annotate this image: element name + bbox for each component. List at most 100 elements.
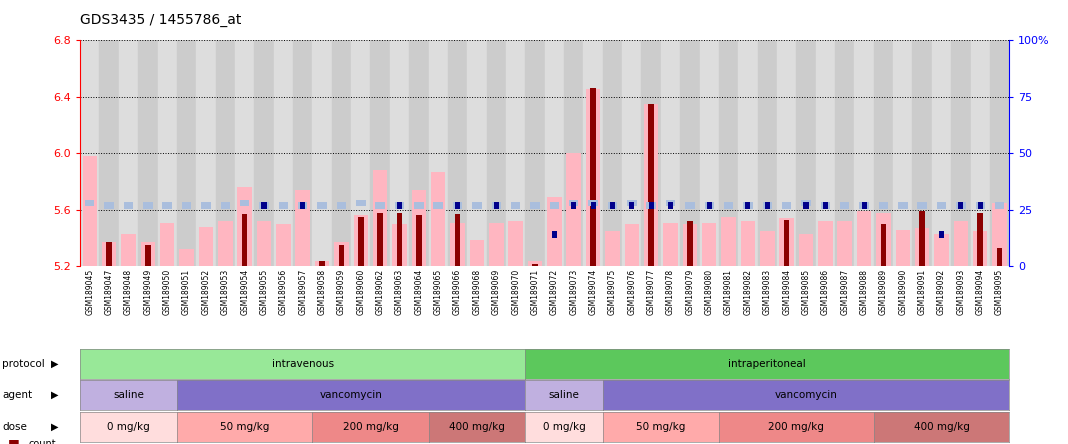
Bar (743, 202, 753, 209)
Bar (141, 242, 155, 266)
Bar (757, 40, 776, 266)
Bar (157, 40, 177, 266)
Bar (610, 202, 615, 209)
Text: 0 mg/kg: 0 mg/kg (107, 422, 150, 432)
Bar (958, 202, 963, 209)
Bar (124, 202, 134, 209)
Bar (665, 200, 675, 206)
Bar (411, 190, 426, 266)
Bar (862, 202, 866, 209)
Bar (646, 202, 656, 209)
Text: 400 mg/kg: 400 mg/kg (449, 422, 505, 432)
Bar (467, 40, 487, 266)
Bar (818, 221, 833, 266)
Bar (920, 211, 925, 266)
Bar (937, 202, 946, 209)
Bar (218, 221, 233, 266)
Bar (992, 203, 1007, 266)
Text: 200 mg/kg: 200 mg/kg (343, 422, 398, 432)
Bar (296, 190, 310, 266)
Text: saline: saline (113, 390, 144, 400)
Bar (939, 231, 944, 238)
Bar (707, 202, 711, 209)
Bar (453, 202, 462, 209)
Bar (531, 202, 539, 209)
Bar (491, 202, 501, 209)
Bar (881, 224, 886, 266)
Bar (279, 202, 288, 209)
Bar (782, 202, 791, 209)
Bar (583, 40, 602, 266)
Bar (995, 202, 1004, 209)
Bar (298, 202, 308, 209)
Bar (397, 202, 402, 209)
Bar (705, 202, 713, 209)
Bar (434, 202, 443, 209)
Bar (506, 40, 525, 266)
Text: 200 mg/kg: 200 mg/kg (768, 422, 824, 432)
Bar (199, 227, 214, 266)
Bar (373, 170, 388, 266)
Text: dose: dose (2, 422, 27, 432)
Bar (455, 214, 460, 266)
Bar (663, 222, 678, 266)
Bar (262, 202, 267, 209)
Bar (682, 224, 697, 266)
Bar (105, 202, 114, 209)
Bar (996, 248, 1003, 266)
Bar (841, 202, 849, 209)
Bar (893, 40, 912, 266)
Bar (101, 242, 116, 266)
Bar (627, 200, 637, 206)
Text: agent: agent (2, 390, 32, 400)
Bar (256, 221, 271, 266)
Bar (300, 202, 305, 209)
Bar (668, 202, 673, 209)
Bar (235, 40, 254, 266)
Bar (566, 153, 581, 266)
Text: vancomycin: vancomycin (319, 390, 382, 400)
Bar (648, 202, 654, 209)
Bar (912, 40, 931, 266)
Bar (336, 202, 346, 209)
Bar (122, 234, 136, 266)
Bar (784, 220, 789, 266)
Bar (428, 40, 447, 266)
Bar (143, 202, 153, 209)
Text: intraperitoneal: intraperitoneal (728, 359, 806, 369)
Bar (586, 90, 600, 266)
Bar (319, 261, 325, 266)
Bar (934, 234, 948, 266)
Bar (85, 200, 94, 206)
Bar (493, 202, 499, 209)
Bar (608, 202, 617, 209)
Bar (977, 213, 983, 266)
Bar (552, 231, 556, 238)
Bar (392, 224, 407, 266)
Bar (876, 213, 891, 266)
Bar (354, 215, 368, 266)
Bar (221, 202, 230, 209)
Bar (680, 40, 700, 266)
Bar (642, 40, 661, 266)
Bar (511, 202, 520, 209)
Bar (254, 40, 273, 266)
Bar (145, 245, 151, 266)
Bar (317, 202, 327, 209)
Bar (874, 40, 893, 266)
Bar (797, 40, 816, 266)
Text: ■: ■ (7, 437, 19, 444)
Bar (550, 202, 559, 209)
Text: 50 mg/kg: 50 mg/kg (637, 422, 686, 432)
Bar (602, 40, 622, 266)
Bar (315, 261, 329, 266)
Bar (741, 221, 755, 266)
Bar (240, 200, 249, 206)
Bar (837, 221, 852, 266)
Bar (971, 40, 990, 266)
Bar (107, 242, 112, 266)
Bar (162, 202, 172, 209)
Bar (277, 224, 290, 266)
Bar (956, 202, 965, 209)
Bar (629, 202, 634, 209)
